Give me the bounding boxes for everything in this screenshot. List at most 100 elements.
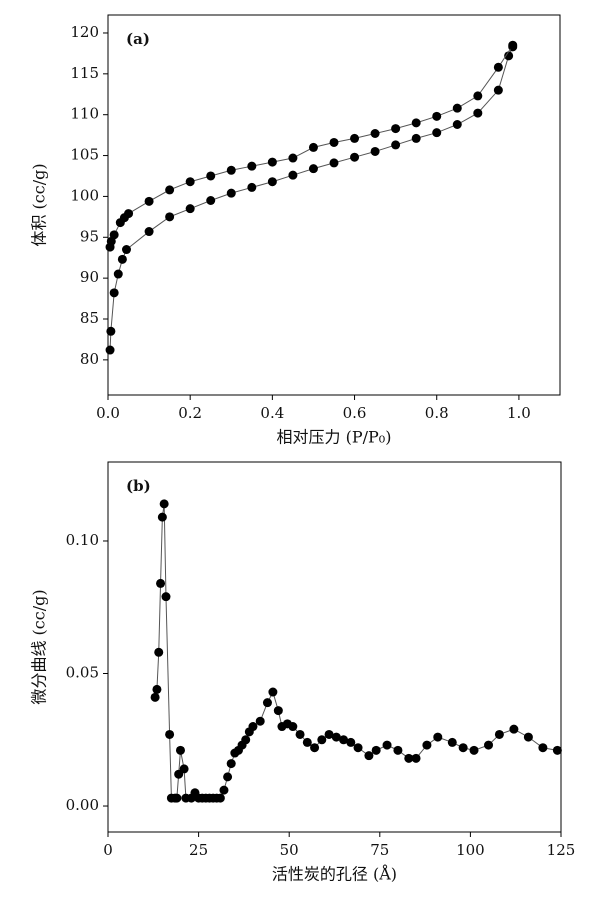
y-tick-label: 95 [80, 227, 99, 245]
data-point [113, 269, 123, 279]
data-point [329, 137, 339, 147]
data-point [458, 743, 468, 753]
y-tick-label: 90 [80, 268, 99, 286]
data-point [552, 745, 562, 755]
data-point [308, 164, 318, 174]
data-point [154, 647, 164, 657]
data-point [157, 512, 167, 522]
x-tick-label: 0.8 [425, 404, 449, 422]
y-tick-label: 85 [80, 309, 99, 327]
data-point [523, 732, 533, 742]
x-tick-label: 25 [189, 841, 208, 859]
x-tick-label: 0.0 [96, 404, 120, 422]
data-point [206, 171, 216, 181]
data-point [267, 157, 277, 167]
data-point [267, 177, 277, 187]
data-point [152, 684, 162, 694]
data-point [121, 245, 131, 255]
data-point [185, 204, 195, 214]
data-point [493, 85, 503, 95]
data-point [339, 735, 349, 745]
data-point [144, 196, 154, 206]
panel-label: (b) [126, 477, 151, 495]
x-axis-label: 活性炭的孔径 (Å) [272, 864, 397, 884]
y-tick-label: 115 [70, 64, 99, 82]
x-tick-label: 75 [370, 841, 389, 859]
data-point [494, 729, 504, 739]
data-point [185, 177, 195, 187]
data-point [223, 772, 233, 782]
data-point [447, 737, 457, 747]
data-point [262, 698, 272, 708]
plot-frame [107, 461, 562, 833]
data-point [215, 793, 225, 803]
data-point [247, 161, 257, 171]
y-tick-label: 0.10 [66, 531, 99, 549]
x-tick-label: 50 [280, 841, 299, 859]
plot-frame [107, 14, 561, 396]
data-point [331, 732, 341, 742]
data-point [255, 716, 265, 726]
data-point [391, 124, 401, 134]
data-point [509, 724, 519, 734]
data-point [226, 165, 236, 175]
data-point [179, 764, 189, 774]
data-point [508, 40, 518, 50]
data-point [150, 692, 160, 702]
data-point [144, 227, 154, 237]
data-point [370, 146, 380, 156]
data-point [117, 254, 127, 264]
data-point [241, 735, 251, 745]
data-point [346, 737, 356, 747]
data-point [226, 759, 236, 769]
data-point [452, 103, 462, 113]
data-point [288, 153, 298, 163]
data-point [432, 111, 442, 121]
data-point [350, 152, 360, 162]
data-point [165, 185, 175, 195]
data-point [538, 743, 548, 753]
data-point [371, 745, 381, 755]
x-tick-label: 0.2 [178, 404, 202, 422]
data-point [273, 706, 283, 716]
data-point [452, 120, 462, 130]
data-point [105, 242, 115, 252]
y-axis-label: 体积 (cc/g) [30, 163, 49, 246]
data-point [161, 592, 171, 602]
y-tick-label: 110 [70, 105, 99, 123]
data-point [206, 196, 216, 206]
data-point [469, 745, 479, 755]
y-tick-label: 100 [70, 186, 99, 204]
data-point [422, 740, 432, 750]
series-line [154, 503, 558, 799]
x-tick-label: 1.0 [507, 404, 531, 422]
data-point [288, 722, 298, 732]
data-point [109, 288, 119, 298]
x-tick-label: 125 [547, 841, 576, 859]
data-point [484, 740, 494, 750]
data-point [353, 743, 363, 753]
data-point [288, 170, 298, 180]
y-tick-label: 80 [80, 350, 99, 368]
data-point [473, 108, 483, 118]
data-point [247, 182, 257, 192]
panel-label: (a) [126, 30, 150, 48]
x-tick-label: 0.4 [260, 404, 284, 422]
data-point [175, 745, 185, 755]
data-point [350, 133, 360, 143]
data-point [393, 745, 403, 755]
data-point [248, 722, 258, 732]
y-tick-label: 105 [70, 146, 99, 164]
data-point [159, 499, 169, 509]
data-point [411, 753, 421, 763]
y-tick-label: 0.05 [66, 664, 99, 682]
data-point [105, 345, 115, 355]
data-point [219, 785, 229, 795]
data-point [329, 158, 339, 168]
data-point [115, 218, 125, 228]
data-point [432, 128, 442, 138]
data-point [493, 62, 503, 72]
data-point [172, 793, 182, 803]
data-point [106, 326, 116, 336]
